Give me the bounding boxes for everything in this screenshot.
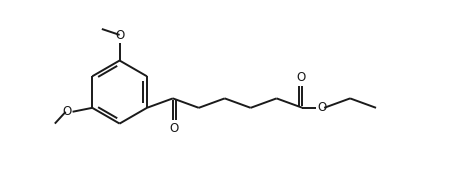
Text: O: O	[170, 122, 179, 135]
Text: O: O	[115, 29, 124, 42]
Text: O: O	[297, 71, 306, 84]
Text: O: O	[62, 105, 72, 118]
Text: O: O	[317, 101, 327, 114]
